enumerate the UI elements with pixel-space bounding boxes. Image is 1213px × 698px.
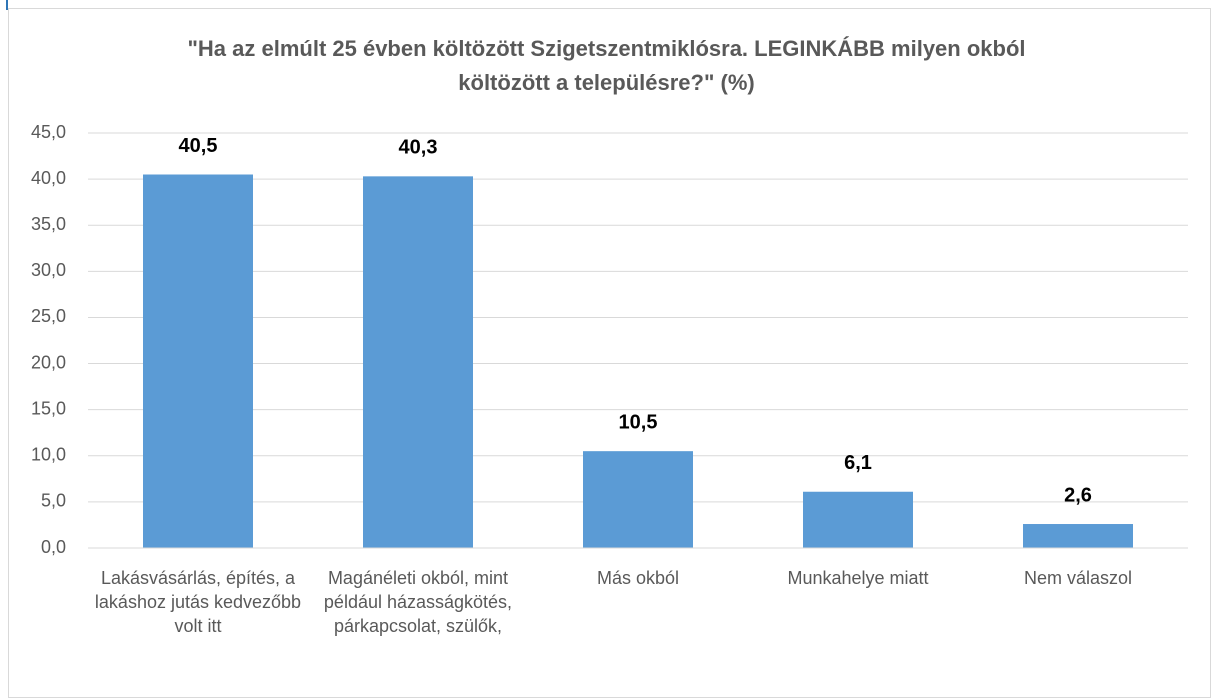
data-label: 40,3 — [399, 137, 438, 159]
bar — [1023, 524, 1133, 548]
y-tick-label: 35,0 — [31, 214, 66, 234]
data-label: 10,5 — [619, 411, 658, 433]
y-tick-label: 20,0 — [31, 352, 66, 372]
y-tick-label: 0,0 — [41, 537, 66, 557]
y-tick-label: 15,0 — [31, 398, 66, 418]
x-tick-label: Magánéleti okból, mint például házasságk… — [323, 568, 513, 636]
y-tick-label: 5,0 — [41, 491, 66, 511]
x-tick-label: Lakásvásárlás, építés, a lakáshoz jutás … — [94, 568, 302, 636]
y-tick-label: 10,0 — [31, 445, 66, 465]
x-tick-label: Munkahelye miatt — [787, 568, 929, 588]
data-label: 6,1 — [844, 452, 872, 474]
y-tick-label: 45,0 — [31, 122, 66, 142]
bar — [363, 176, 473, 548]
bar — [583, 451, 693, 548]
bar — [803, 491, 913, 548]
x-tick-label: Nem válaszol — [1023, 568, 1133, 588]
data-label: 2,6 — [1064, 484, 1092, 506]
y-tick-label: 25,0 — [31, 306, 66, 326]
bar — [143, 174, 253, 548]
y-tick-label: 30,0 — [31, 260, 66, 280]
x-tick-label: Más okból — [596, 568, 680, 588]
data-label: 40,5 — [179, 135, 218, 157]
chart-title: "Ha az elmúlt 25 évben költözött Szigets… — [187, 36, 1026, 95]
accent — [6, 0, 8, 10]
y-tick-label: 40,0 — [31, 168, 66, 188]
